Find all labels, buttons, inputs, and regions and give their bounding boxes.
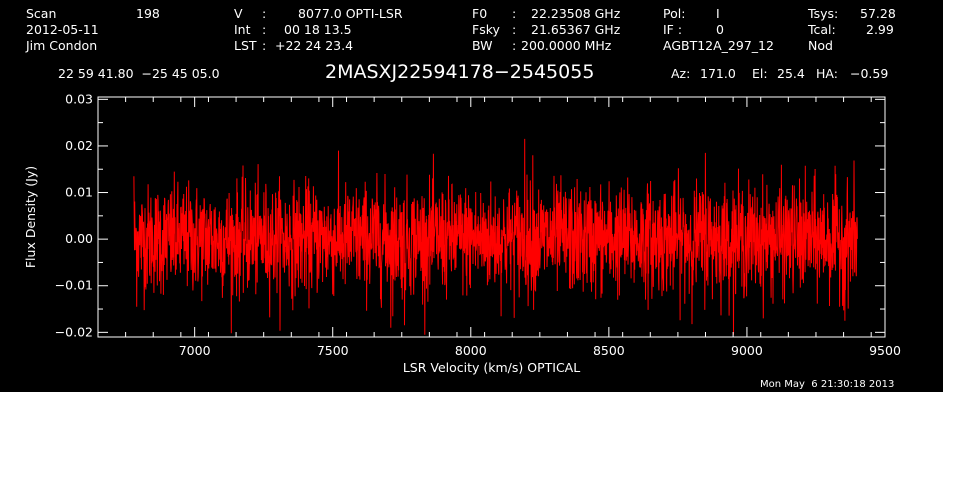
project-id: AGBT12A_297_12 [663, 38, 774, 53]
x-axis: 7000 7500 8000 8500 9000 9500 [97, 97, 901, 358]
bandwidth-value: 200.0000 MHz [521, 38, 612, 53]
fsky-value: 21.65367 GHz [531, 22, 621, 37]
f0-label: F0 [472, 6, 488, 21]
render-timestamp: Mon May 6 21:30:18 2013 [760, 379, 895, 390]
ha-value: −0.59 [850, 66, 889, 81]
velocity-value: 8077.0 OPTI-LSR [298, 6, 403, 21]
integration-value: 00 18 13.5 [284, 22, 352, 37]
x-tick-label: 8500 [593, 343, 625, 358]
y-axis-label: Flux Density (Jy) [23, 166, 38, 268]
source-coordinates: 22 59 41.80 −25 45 05.0 [58, 66, 220, 81]
spectrum-panel: Scan 198 2012-05-11 Jim Condon V : 8077.… [0, 0, 943, 392]
tsys-label: Tsys: [808, 6, 839, 21]
tcal-value: 2.99 [866, 22, 894, 37]
tsys-value: 57.28 [860, 6, 896, 21]
velocity-label: V [234, 6, 243, 21]
y-axis: −0.02 −0.01 0.00 0.01 0.02 0.03 [55, 91, 885, 339]
tcal-label: Tcal: [808, 22, 836, 37]
y-tick-label: 0.01 [65, 185, 93, 200]
integration-label: Int [234, 22, 251, 37]
x-tick-label: 9000 [731, 343, 763, 358]
ha-label: HA: [816, 66, 838, 81]
scan-label: Scan [26, 6, 57, 21]
x-tick-label: 7500 [317, 343, 349, 358]
x-tick-label: 9500 [869, 343, 901, 358]
lst-label: LST [234, 38, 257, 53]
fsky-label: Fsky [472, 22, 500, 37]
y-tick-label: 0.02 [65, 138, 93, 153]
if-label: IF : [663, 22, 683, 37]
scan-number: 198 [136, 6, 160, 21]
az-value: 171.0 [700, 66, 736, 81]
bandwidth-label: BW [472, 38, 493, 53]
spectrum-chart: 7000 7500 8000 8500 9000 9500 −0.02 −0.01 0.00 0… [23, 91, 901, 375]
f0-value: 22.23508 GHz [531, 6, 621, 21]
y-tick-label: −0.02 [55, 324, 93, 339]
observing-mode: Nod [808, 38, 833, 53]
x-tick-label: 8000 [455, 343, 487, 358]
x-tick-label: 7000 [179, 343, 211, 358]
y-tick-label: −0.01 [55, 278, 93, 293]
source-name: 2MASXJ22594178−2545055 [325, 61, 595, 83]
lst-value: +22 24 23.4 [275, 38, 354, 53]
el-value: 25.4 [777, 66, 805, 81]
observation-date: 2012-05-11 [26, 22, 99, 37]
el-label: El: [752, 66, 768, 81]
y-tick-label: 0.03 [65, 91, 93, 106]
az-label: Az: [671, 66, 691, 81]
pol-value: I [716, 6, 720, 21]
observer-name: Jim Condon [26, 38, 98, 53]
pol-label: Pol: [663, 6, 686, 21]
x-axis-label: LSR Velocity (km/s) OPTICAL [403, 360, 580, 375]
spectrum-series-line [133, 138, 858, 335]
if-value: 0 [716, 22, 724, 37]
plot-frame [97, 96, 886, 338]
y-tick-label: 0.00 [65, 231, 93, 246]
